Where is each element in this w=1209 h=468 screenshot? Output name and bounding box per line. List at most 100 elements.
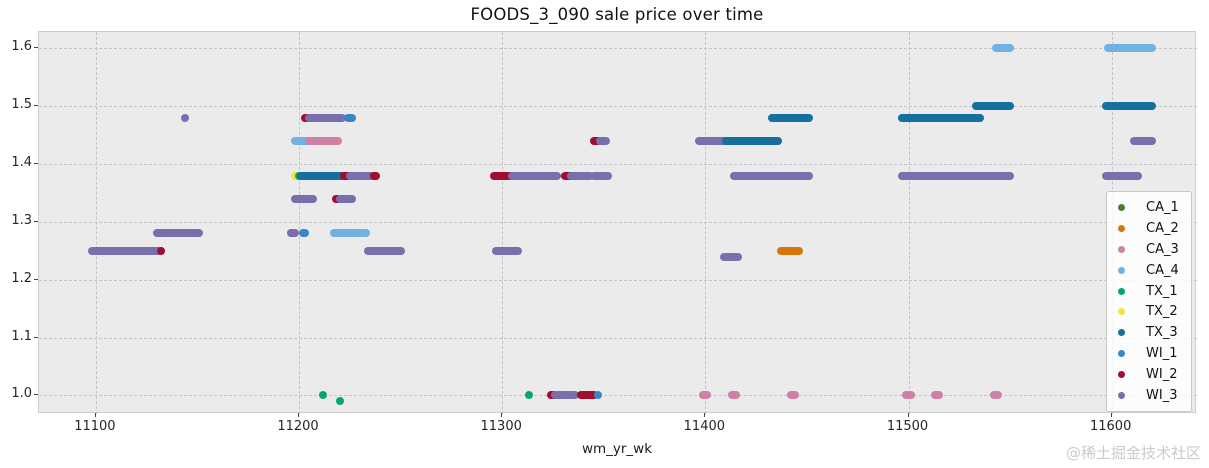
scatter-segment (989, 391, 1002, 400)
legend-item-WI_1: WI_1 (1107, 344, 1191, 364)
scatter-segment (902, 391, 915, 400)
x-tick-label: 11500 (886, 419, 929, 434)
legend-marker-icon (1118, 266, 1125, 274)
scatter-segment (319, 391, 328, 400)
scatter-segment (719, 252, 742, 261)
scatter-segment (152, 229, 204, 238)
watermark: @稀土掘金技术社区 (1065, 444, 1201, 462)
x-tick-mark (907, 413, 909, 417)
legend-item-TX_1: TX_1 (1107, 281, 1191, 301)
legend-label: CA_3 (1146, 241, 1179, 257)
gridline-x (705, 32, 707, 414)
gridline-y (39, 337, 1197, 339)
legend-label: CA_1 (1146, 199, 1179, 215)
y-tick-label: 1.2 (11, 270, 32, 286)
scatter-segment (297, 171, 346, 180)
legend-label: WI_2 (1146, 367, 1178, 383)
scatter-segment (286, 229, 299, 238)
scatter-segment (577, 391, 598, 400)
scatter-segment (898, 171, 1015, 180)
legend-item-WI_2: WI_2 (1107, 365, 1191, 385)
scatter-segment (699, 391, 712, 400)
y-tick-mark (34, 105, 38, 107)
x-tick-mark (1110, 413, 1112, 417)
legend-item-WI_3: WI_3 (1107, 385, 1191, 405)
y-tick-label: 1.6 (11, 39, 32, 55)
y-tick-mark (34, 162, 38, 164)
legend-marker-icon (1118, 308, 1125, 316)
scatter-segment (786, 391, 799, 400)
y-tick-label: 1.1 (11, 328, 32, 344)
legend-label: CA_4 (1146, 262, 1179, 278)
plot-area (38, 31, 1197, 414)
scatter-segment (364, 246, 405, 255)
x-tick-mark (704, 413, 706, 417)
scatter-segment (305, 136, 342, 145)
scatter-segment (370, 171, 381, 180)
y-tick-mark (34, 336, 38, 338)
legend-label: CA_2 (1146, 220, 1179, 236)
y-tick-mark (34, 47, 38, 49)
legend-marker-icon (1118, 245, 1125, 253)
legend-item-CA_3: CA_3 (1107, 239, 1191, 259)
legend-marker-icon (1118, 329, 1125, 337)
scatter-segment (181, 113, 190, 122)
scatter-segment (898, 113, 984, 122)
gridline-x (95, 32, 97, 414)
gridline-y (39, 395, 1197, 397)
scatter-segment (589, 171, 612, 180)
scatter-segment (551, 391, 580, 400)
legend: CA_1 CA_2 CA_3 CA_4 TX_1 TX_2 TX_3 WI_1 WI_2 WI_3 (1106, 191, 1192, 412)
scatter-segment (290, 194, 318, 203)
legend-label: WI_1 (1146, 346, 1178, 362)
legend-marker-icon (1118, 224, 1125, 232)
legend-marker-icon (1118, 287, 1125, 295)
legend-marker-icon (1118, 391, 1125, 399)
scatter-segment (1103, 44, 1157, 53)
scatter-segment (1101, 102, 1157, 111)
scatter-segment (343, 113, 356, 122)
scatter-segment (329, 229, 371, 238)
y-tick-label: 1.3 (11, 212, 32, 228)
scatter-segment (345, 171, 377, 180)
x-tick-mark (501, 413, 503, 417)
gridline-y (39, 106, 1197, 108)
scatter-segment (930, 391, 943, 400)
gridline-y (39, 163, 1197, 165)
y-tick-label: 1.0 (11, 386, 32, 402)
scatter-segment (490, 171, 519, 180)
legend-item-CA_4: CA_4 (1107, 260, 1191, 280)
scatter-segment (991, 44, 1015, 53)
scatter-segment (567, 171, 594, 180)
gridline-x (502, 32, 504, 414)
scatter-segment (1101, 171, 1143, 180)
x-tick-mark (94, 413, 96, 417)
y-tick-label: 1.5 (11, 97, 32, 113)
scatter-segment (595, 136, 610, 145)
legend-marker-icon (1118, 371, 1125, 379)
scatter-segment (305, 113, 346, 122)
scatter-segment (593, 391, 602, 400)
y-tick-mark (34, 220, 38, 222)
scatter-segment (290, 136, 316, 145)
scatter-segment (768, 113, 813, 122)
scatter-segment (695, 136, 734, 145)
scatter-segment (508, 171, 562, 180)
scatter-segment (721, 136, 783, 145)
scatter-segment (299, 229, 310, 238)
legend-label: TX_1 (1146, 283, 1178, 299)
x-tick-label: 11600 (1089, 419, 1132, 434)
legend-label: TX_2 (1146, 304, 1178, 320)
scatter-segment (729, 171, 813, 180)
legend-marker-icon (1118, 350, 1125, 358)
scatter-segment (335, 194, 356, 203)
legend-item-CA_1: CA_1 (1107, 197, 1191, 217)
gridline-y (39, 48, 1197, 50)
scatter-segment (776, 246, 803, 255)
y-tick-mark (34, 278, 38, 280)
legend-item-CA_2: CA_2 (1107, 218, 1191, 238)
scatter-segment (492, 246, 523, 255)
legend-item-TX_3: TX_3 (1107, 323, 1191, 343)
scatter-segment (335, 397, 344, 406)
x-tick-mark (298, 413, 300, 417)
